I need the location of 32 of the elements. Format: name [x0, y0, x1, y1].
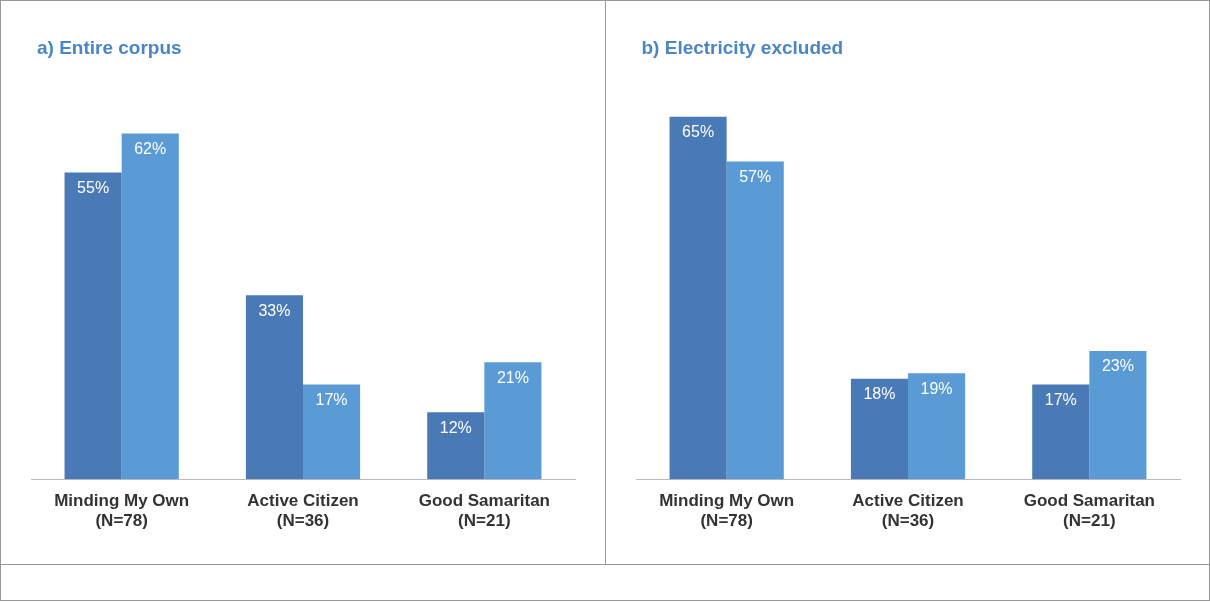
bar — [303, 384, 361, 480]
chart-title: a) Entire corpus — [37, 37, 182, 59]
x-tick-label: Good Samaritan (N=21) — [418, 491, 550, 531]
data-label: 23% — [1101, 357, 1134, 375]
x-tick-label: Active Citizen (N=36) — [851, 491, 964, 531]
bar — [1031, 384, 1089, 480]
data-label: 21% — [496, 368, 529, 386]
x-tick-label: Minding My Own (N=78) — [658, 491, 794, 531]
x-tick-label: Active Citizen (N=36) — [247, 491, 359, 531]
data-label: 65% — [681, 123, 714, 141]
bar — [850, 378, 908, 480]
data-label: 57% — [738, 167, 771, 185]
bar — [64, 172, 122, 480]
data-label: 62% — [134, 140, 167, 157]
data-label: 12% — [439, 418, 472, 436]
x-tick-label: Good Samaritan (N=21) — [1023, 491, 1155, 531]
data-label: 18% — [862, 385, 895, 403]
data-label: 17% — [315, 390, 348, 408]
data-label: 19% — [920, 379, 953, 397]
data-label: 17% — [1044, 390, 1077, 408]
bar — [484, 362, 542, 480]
bar — [669, 116, 727, 480]
bar — [1088, 350, 1146, 480]
bar — [907, 373, 965, 480]
bar — [121, 133, 179, 480]
bar — [245, 295, 303, 480]
chart-title: b) Electricity excluded — [641, 37, 844, 59]
data-label: 33% — [258, 301, 291, 319]
data-label: 55% — [77, 179, 110, 197]
bar — [726, 161, 784, 480]
x-tick-label: Minding My Own (N=78) — [54, 491, 190, 531]
bar — [427, 412, 485, 480]
